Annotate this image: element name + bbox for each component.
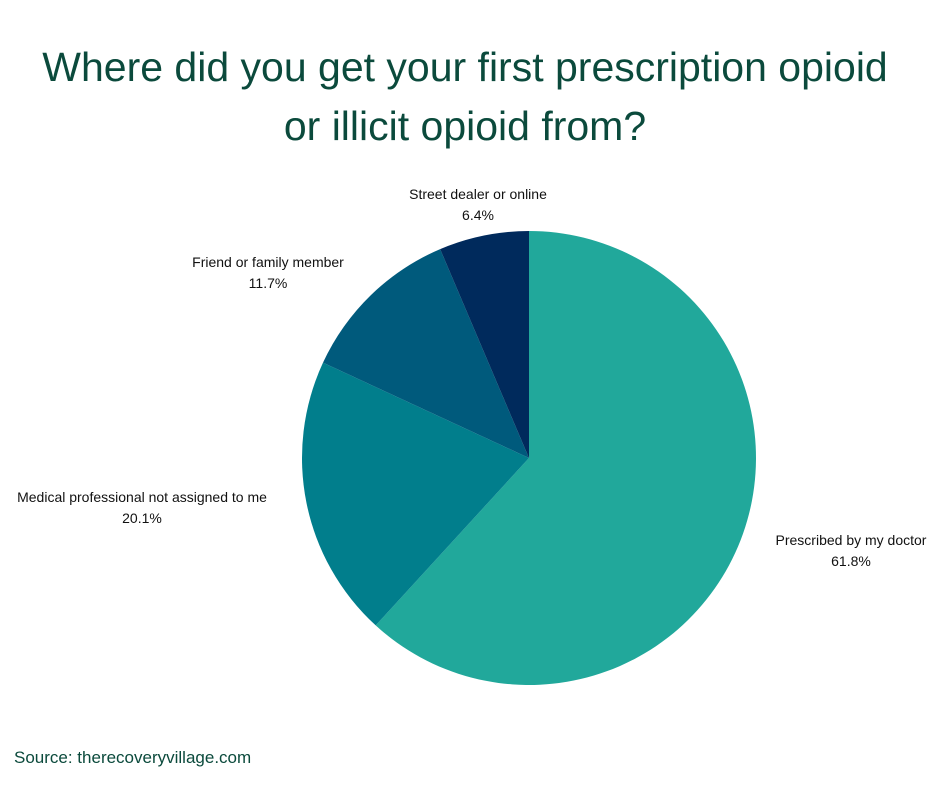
slice-category-friend-family: Friend or family member: [192, 254, 344, 270]
slice-value-street-dealer: 6.4%: [462, 207, 494, 223]
slice-category-street-dealer: Street dealer or online: [409, 186, 547, 202]
pie-slice-street-dealer: [440, 231, 529, 458]
slice-label-prescribed: Prescribed by my doctor 61.8%: [765, 530, 937, 572]
slice-value-medical-professional: 20.1%: [122, 510, 162, 526]
slice-label-street-dealer: Street dealer or online 6.4%: [388, 184, 568, 226]
chart-title-line-2: or illicit opioid from?: [283, 103, 647, 149]
slice-value-friend-family: 11.7%: [248, 275, 288, 291]
pie-slice-prescribed: [375, 231, 756, 685]
pie-slice-medical-professional: [301, 362, 529, 626]
slice-label-medical-professional: Medical professional not assigned to me …: [2, 487, 282, 529]
slice-category-prescribed: Prescribed by my doctor: [775, 532, 927, 548]
pie-slice-friend-family: [323, 249, 529, 458]
slice-value-prescribed: 61.8%: [831, 553, 871, 569]
slice-category-medical-professional: Medical professional not assigned to me: [17, 489, 267, 505]
chart-title: Where did you get your first prescriptio…: [0, 38, 930, 156]
slice-label-friend-family: Friend or family member 11.7%: [178, 252, 358, 294]
chart-title-line-1: Where did you get your first prescriptio…: [42, 44, 888, 90]
source-note: Source: therecoveryvillage.com: [14, 748, 252, 767]
